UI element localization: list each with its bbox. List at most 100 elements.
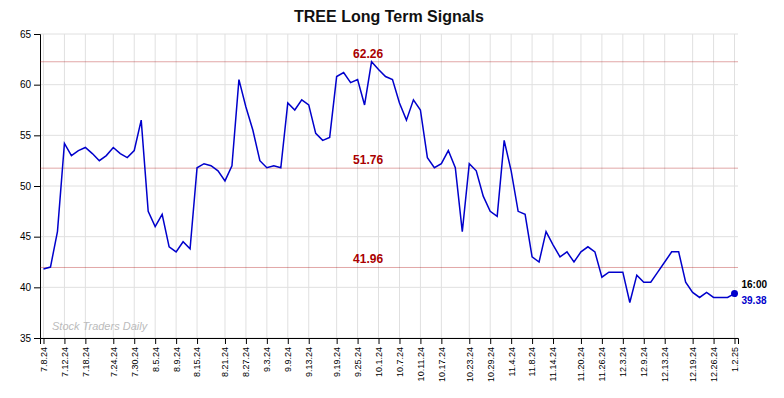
y-tick-label: 45 [20, 231, 32, 242]
x-tick-mark [64, 338, 65, 344]
x-tick-mark [176, 338, 177, 344]
grid [40, 34, 738, 338]
x-tick-label: 10.7.24 [395, 347, 405, 377]
y-tick-label: 40 [20, 282, 32, 293]
x-tick: 8.21.24 [220, 338, 230, 377]
x-tick-label: 9.13.24 [304, 347, 314, 377]
grid-line [580, 34, 581, 338]
x-tick: 8.5.24 [151, 338, 161, 372]
x-tick-label: 11.4.24 [507, 347, 517, 376]
x-tick-label: 12.3.24 [618, 347, 628, 377]
x-axis-line [41, 339, 739, 345]
grid-line [308, 34, 309, 338]
x-tick: 8.15.24 [192, 338, 202, 377]
x-tick: 12.3.24 [618, 338, 628, 377]
x-tick-label: 10.1.24 [374, 347, 384, 377]
grid-line [134, 34, 135, 338]
x-tick-label: 7.8.24 [39, 347, 49, 372]
y-tick: 40 [20, 282, 40, 293]
y-tick: 35 [20, 333, 40, 344]
x-tick-label: 11.14.24 [548, 347, 558, 381]
end-label: 16:00 [742, 279, 768, 290]
y-tick-mark [34, 186, 40, 187]
x-tick: 10.29.24 [486, 338, 496, 382]
y-axis-line [34, 35, 41, 339]
y-tick-mark [34, 85, 40, 86]
x-tick-mark [267, 338, 268, 344]
reference-label: 41.96 [353, 252, 383, 266]
x-tick-label: 11.26.24 [597, 347, 607, 381]
x-tick-mark [665, 338, 666, 344]
x-tick-label: 10.17.24 [437, 347, 447, 382]
x-tick-mark [155, 338, 156, 344]
grid-line [664, 34, 665, 338]
grid-line [420, 34, 421, 338]
x-tick-mark [553, 338, 554, 344]
x-tick-mark [337, 338, 338, 344]
x-tick-label: 10.23.24 [465, 347, 475, 382]
grid-line [601, 34, 602, 338]
grid-line [40, 34, 738, 35]
chart-title: TREE Long Term Signals [294, 8, 484, 25]
x-tick: 11.8.24 [527, 338, 537, 376]
chart-root: TREE Long Term Signals354045505560657.8.… [0, 0, 784, 398]
grid-line [85, 34, 86, 338]
x-axis: 7.8.24 7.12.24 7.18.24 7.24.24 7.30.24 8.5.24… [39, 338, 740, 382]
y-tick: 50 [20, 181, 40, 192]
x-tick: 8.9.24 [171, 338, 181, 372]
grid-line [511, 34, 512, 338]
x-tick-mark [43, 338, 44, 344]
grid-line [155, 34, 156, 338]
x-tick: 10.17.24 [437, 338, 447, 382]
reference-line [40, 61, 738, 62]
x-tick: 9.13.24 [304, 338, 314, 377]
y-tick-label: 60 [20, 79, 32, 90]
y-tick-mark [34, 237, 40, 238]
grid-line [441, 34, 442, 338]
x-tick-label: 9.3.24 [262, 347, 272, 372]
grid-line [622, 34, 623, 338]
x-tick-label: 10.11.24 [416, 347, 426, 381]
x-tick-label: 8.9.24 [171, 347, 181, 372]
grid-line [399, 34, 400, 338]
y-tick-mark [34, 287, 40, 288]
y-tick-label: 50 [20, 181, 32, 192]
x-tick-mark [420, 338, 421, 344]
grid-line [176, 34, 177, 338]
x-tick-mark [735, 338, 736, 344]
x-tick-mark [134, 338, 135, 344]
x-tick: 12.9.24 [639, 338, 649, 377]
grid-line [378, 34, 379, 338]
reference-label: 62.26 [353, 47, 383, 61]
plot-area: 354045505560657.8.247.12.247.18.247.24.2… [20, 29, 768, 382]
x-tick: 7.30.24 [130, 338, 140, 377]
x-tick-label: 7.18.24 [81, 347, 91, 377]
x-tick: 11.26.24 [597, 338, 607, 381]
x-tick-mark [225, 338, 226, 344]
grid-line [40, 135, 738, 136]
y-axis: 35404550556065 [20, 29, 41, 344]
x-tick-mark [469, 338, 470, 344]
y-tick: 55 [20, 130, 40, 141]
x-tick: 8.27.24 [241, 338, 251, 377]
x-tick-mark [309, 338, 310, 344]
reference-label: 51.76 [353, 153, 383, 167]
x-tick-mark [113, 338, 114, 344]
x-tick-label: 8.21.24 [220, 347, 230, 377]
x-tick-mark [379, 338, 380, 344]
x-tick-label: 7.30.24 [130, 347, 140, 377]
grid-line [532, 34, 533, 338]
grid-line [224, 34, 225, 338]
x-tick-label: 7.12.24 [60, 347, 70, 377]
x-tick-label: 7.24.24 [109, 347, 119, 377]
y-tick-label: 35 [20, 333, 32, 344]
x-tick-label: 9.25.24 [353, 347, 363, 377]
x-tick: 12.19.24 [688, 338, 698, 382]
x-tick: 10.7.24 [395, 338, 405, 377]
x-tick: 12.26.24 [709, 338, 719, 382]
x-tick-label: 12.19.24 [688, 347, 698, 382]
x-tick: 7.8.24 [39, 338, 49, 372]
x-tick-label: 11.8.24 [527, 347, 537, 376]
y-tick-mark [34, 338, 40, 339]
x-tick: 11.20.24 [576, 338, 586, 381]
